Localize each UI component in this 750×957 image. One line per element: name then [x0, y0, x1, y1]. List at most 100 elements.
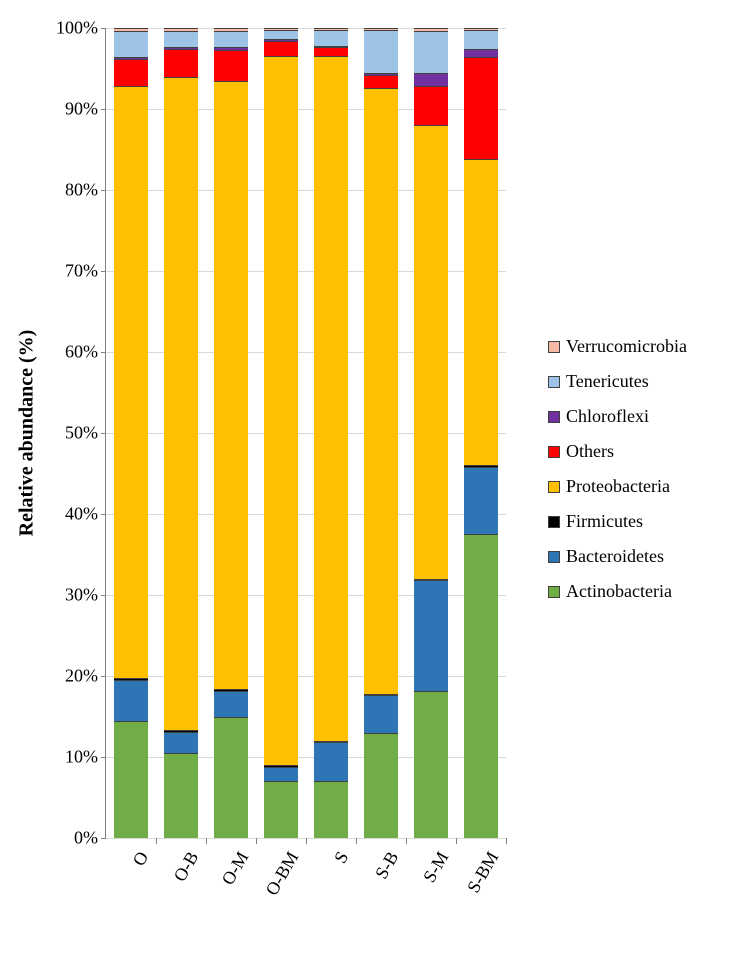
bar-segment-others — [464, 57, 498, 159]
legend-item: Verrucomicrobia — [548, 336, 687, 357]
plot-area: 0%10%20%30%40%50%60%70%80%90%100%OO-BO-M… — [105, 28, 506, 839]
x-tick-label: S-B — [371, 848, 403, 883]
bar-segment-bacteroidetes — [164, 732, 198, 753]
x-tick-label: O — [129, 848, 154, 870]
bar-segment-actinobacteria — [464, 534, 498, 838]
bar-segment-proteobacteria — [264, 56, 298, 766]
y-tick-label: 80% — [65, 180, 106, 201]
bar-segment-proteobacteria — [414, 125, 448, 579]
bar-segment-bacteroidetes — [214, 691, 248, 717]
x-tick-mark — [306, 838, 307, 844]
y-tick-label: 10% — [65, 747, 106, 768]
bar-segment-chloroflexi — [414, 73, 448, 86]
bar-segment-firmicutes — [164, 730, 198, 732]
bar-segment-tenericutes — [464, 30, 498, 49]
y-tick-label: 60% — [65, 342, 106, 363]
bar-segment-chloroflexi — [464, 49, 498, 57]
x-tick-mark — [256, 838, 257, 844]
bar-segment-proteobacteria — [464, 159, 498, 465]
bar-segment-bacteroidetes — [414, 580, 448, 690]
bar-segment-others — [314, 47, 348, 55]
y-tick-label: 30% — [65, 585, 106, 606]
bar-segment-verrucomicrobia — [164, 28, 198, 31]
bar-segment-actinobacteria — [214, 717, 248, 839]
x-tick-label: O-B — [170, 848, 204, 885]
bar-slot — [456, 28, 506, 838]
legend-swatch — [548, 341, 560, 353]
legend-item: Tenericutes — [548, 371, 687, 392]
bar-segment-verrucomicrobia — [364, 28, 398, 30]
bar-segment-bacteroidetes — [364, 695, 398, 732]
bar-slot — [406, 28, 456, 838]
stacked-bar — [314, 28, 348, 838]
legend-label: Actinobacteria — [566, 581, 672, 602]
bar-segment-tenericutes — [314, 30, 348, 46]
bar-segment-actinobacteria — [114, 721, 148, 838]
legend-swatch — [548, 516, 560, 528]
x-tick-label: O-BM — [261, 848, 303, 899]
y-tick-label: 90% — [65, 99, 106, 120]
bar-segment-verrucomicrobia — [214, 28, 248, 31]
bar-segment-bacteroidetes — [314, 742, 348, 781]
x-tick-mark — [156, 838, 157, 844]
legend-label: Bacteroidetes — [566, 546, 664, 567]
legend-label: Tenericutes — [566, 371, 649, 392]
legend-swatch — [548, 411, 560, 423]
x-tick-label: O-M — [218, 848, 254, 889]
bar-segment-tenericutes — [114, 31, 148, 57]
bar-segment-proteobacteria — [314, 56, 348, 741]
stacked-bar — [164, 28, 198, 838]
bar-segment-actinobacteria — [414, 691, 448, 838]
x-tick-label: S — [330, 848, 353, 867]
y-tick-label: 40% — [65, 504, 106, 525]
y-axis-title: Relative abundance (%) — [16, 330, 39, 537]
bar-segment-firmicutes — [464, 465, 498, 467]
bar-segment-chloroflexi — [314, 46, 348, 48]
legend-swatch — [548, 446, 560, 458]
bar-slot — [156, 28, 206, 838]
legend-label: Firmicutes — [566, 511, 643, 532]
bar-segment-firmicutes — [214, 689, 248, 691]
bar-segment-others — [164, 49, 198, 77]
bar-segment-tenericutes — [264, 30, 298, 40]
legend-item: Firmicutes — [548, 511, 687, 532]
legend-swatch — [548, 586, 560, 598]
page: 0%10%20%30%40%50%60%70%80%90%100%OO-BO-M… — [0, 0, 750, 957]
bar-segment-proteobacteria — [114, 86, 148, 677]
bar-segment-others — [364, 75, 398, 88]
legend-label: Chloroflexi — [566, 406, 649, 427]
y-tick-label: 50% — [65, 423, 106, 444]
bar-segment-proteobacteria — [214, 81, 248, 689]
bar-segment-firmicutes — [414, 579, 448, 581]
bar-segment-others — [214, 50, 248, 82]
x-tick-mark — [206, 838, 207, 844]
bar-segment-verrucomicrobia — [464, 28, 498, 30]
x-tick-mark — [406, 838, 407, 844]
x-tick-mark — [456, 838, 457, 844]
stacked-bar — [114, 28, 148, 838]
bar-segment-chloroflexi — [364, 73, 398, 75]
bar-segment-verrucomicrobia — [114, 28, 148, 31]
bar-slot — [106, 28, 156, 838]
bar-segment-chloroflexi — [264, 39, 298, 41]
bar-segment-bacteroidetes — [464, 467, 498, 534]
legend-item: Actinobacteria — [548, 581, 687, 602]
legend-swatch — [548, 376, 560, 388]
bar-segment-proteobacteria — [364, 88, 398, 694]
y-tick-label: 100% — [56, 18, 106, 39]
y-tick-label: 0% — [74, 828, 106, 849]
bar-segment-tenericutes — [414, 31, 448, 73]
bar-segment-others — [114, 59, 148, 87]
bar-segment-verrucomicrobia — [414, 28, 448, 31]
bar-segment-actinobacteria — [364, 733, 398, 838]
stacked-bar — [414, 28, 448, 838]
bar-slot — [256, 28, 306, 838]
legend-item: Others — [548, 441, 687, 462]
bar-slot — [306, 28, 356, 838]
stacked-bar — [464, 28, 498, 838]
bar-segment-proteobacteria — [164, 77, 198, 731]
bar-segment-verrucomicrobia — [264, 28, 298, 30]
legend-label: Verrucomicrobia — [566, 336, 687, 357]
bar-segment-tenericutes — [364, 30, 398, 72]
bar-segment-chloroflexi — [114, 57, 148, 59]
